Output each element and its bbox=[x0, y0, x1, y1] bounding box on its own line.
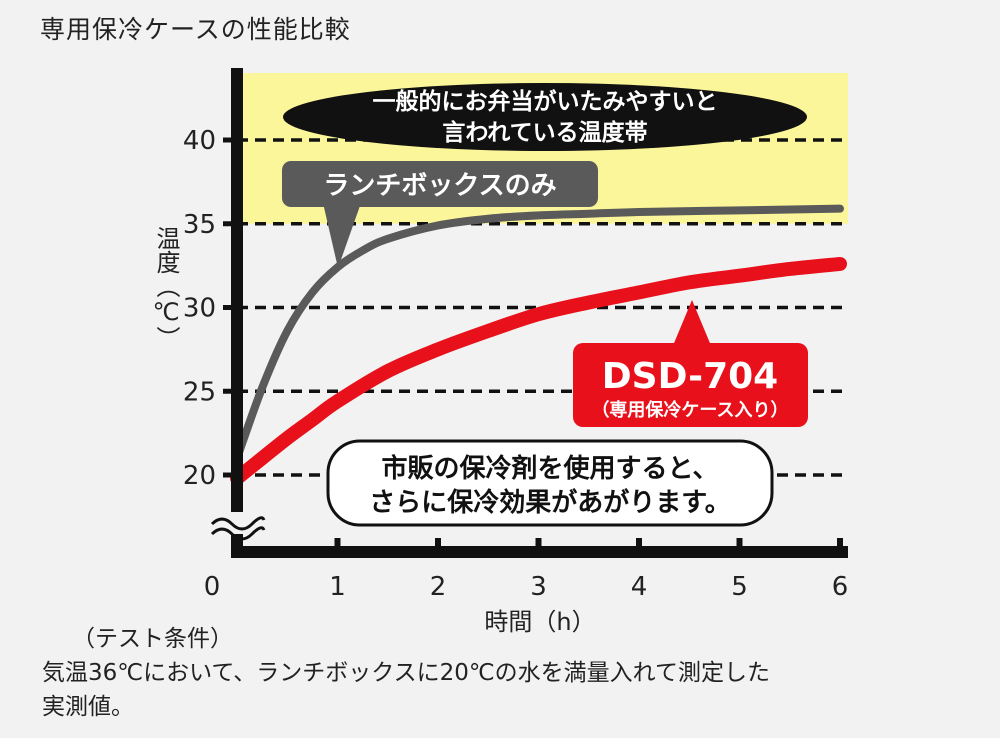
y-tick-label-20: 20 bbox=[183, 461, 216, 491]
legend-sublabel-dsd-704: （専用保冷ケース入り） bbox=[591, 399, 788, 421]
band-label: 一般的にお弁当がいたみやすいと 言われている温度帯 bbox=[283, 83, 807, 151]
series-line-dsd-704 bbox=[230, 256, 847, 486]
x-tick-label-5: 5 bbox=[731, 572, 748, 602]
legend-label-dsd-704: DSD-704 bbox=[602, 356, 778, 397]
band-label-line-1: 一般的にお弁当がいたみやすいと bbox=[373, 88, 718, 115]
notes-line-2: 実測値。 bbox=[42, 694, 134, 720]
x-tick-label-0: 0 bbox=[204, 572, 221, 602]
legend-callout-lunchbox-only: ランチボックスのみ bbox=[282, 161, 598, 268]
notes-heading: （テスト条件） bbox=[72, 626, 233, 652]
x-tick-label-1: 1 bbox=[329, 572, 346, 602]
page-title: 専用保冷ケースの性能比較 bbox=[40, 15, 351, 44]
x-tick-labels: 0 1 2 3 4 5 6 bbox=[204, 572, 849, 602]
y-axis-break-icon bbox=[210, 512, 266, 541]
notes-line-1: 気温36℃において、ランチボックスに20℃の水を満量入れて測定した bbox=[42, 660, 770, 686]
annotation-ice-pack-tip: 市販の保冷剤を使用すると、 さらに保冷効果があがります。 bbox=[326, 439, 774, 527]
y-tick-label-30: 30 bbox=[183, 294, 216, 324]
x-tick-label-4: 4 bbox=[631, 572, 648, 602]
annotation-line-1: 市販の保冷剤を使用すると、 bbox=[382, 453, 719, 484]
series-line-lunchbox-only bbox=[233, 204, 844, 463]
x-axis-label: 時間（h） bbox=[484, 608, 595, 636]
x-tick-label-2: 2 bbox=[430, 572, 447, 602]
y-tick-labels: 20 25 30 35 40 bbox=[183, 126, 216, 491]
y-tick-label-25: 25 bbox=[183, 377, 216, 407]
band-label-line-2: 言われている温度帯 bbox=[442, 119, 647, 146]
legend-label-lunchbox-only: ランチボックスのみ bbox=[323, 171, 556, 201]
axes bbox=[223, 68, 848, 558]
test-conditions-notes: （テスト条件） 気温36℃において、ランチボックスに20℃の水を満量入れて測定し… bbox=[42, 622, 770, 724]
svg-text:温度（℃）: 温度（℃） bbox=[152, 226, 180, 350]
y-axis-label: 温度（℃） bbox=[152, 226, 180, 350]
y-tick-label-40: 40 bbox=[183, 126, 216, 156]
x-tick-label-3: 3 bbox=[530, 572, 547, 602]
annotation-line-2: さらに保冷効果があがります。 bbox=[369, 487, 730, 518]
y-tick-label-35: 35 bbox=[183, 210, 216, 240]
legend-callout-dsd-704: DSD-704 （専用保冷ケース入り） bbox=[573, 300, 808, 427]
x-tick-label-6: 6 bbox=[832, 572, 849, 602]
